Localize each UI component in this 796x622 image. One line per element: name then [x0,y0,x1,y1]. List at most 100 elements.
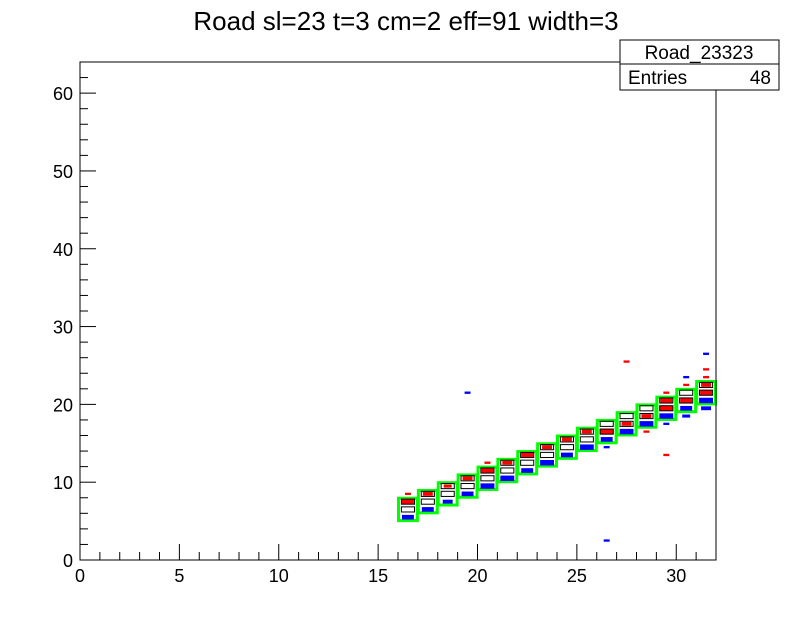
red-hit-bin [660,398,673,403]
red-hit-bin [422,491,433,496]
red-hit-bin [680,398,693,403]
blue-hit-bin [659,413,674,419]
red-hit-bin [484,461,491,464]
red-hit-bin [502,460,513,465]
x-tick-label: 30 [666,566,686,586]
red-hit-bin [462,476,473,481]
red-hit-bin [643,430,650,433]
box-outline-bin [480,467,495,474]
box-outline-bin [400,506,415,513]
blue-hit-bin [464,391,471,394]
blue-hit-bin [461,491,474,497]
red-hit-bin [641,414,652,418]
red-hit-bin [703,368,710,371]
chart-title: Road sl=23 t=3 cm=2 eff=91 width=3 [193,6,618,36]
red-hit-bin [599,428,614,435]
blue-hit-bin [703,352,710,355]
box-outline-bin [559,436,574,443]
box-outline-bin [500,459,515,466]
box-outline-bin [679,397,694,404]
blue-hit-bin [579,444,594,450]
blue-hit-bin [619,428,634,435]
y-tick-label: 60 [53,84,73,104]
x-tick-label: 0 [75,566,85,586]
box-outline-bin [460,475,475,482]
stats-histogram-name: Road_23323 [645,43,754,64]
x-tick-label: 15 [368,566,388,586]
box-outline-bin [679,389,694,396]
blue-hit-bin [701,406,712,411]
red-hit-bin [700,390,713,396]
red-hit-bin [443,484,452,488]
blue-hit-bin [603,539,610,542]
box-outline-bin [440,490,455,497]
stats-box-frame [619,39,780,91]
blue-hit-bin [540,460,555,466]
blue-hit-bin [663,422,670,425]
red-hit-bin [581,429,592,434]
blue-hit-bin [639,421,654,427]
y-tick-label: 0 [63,551,73,571]
blue-hit-bin [603,446,610,449]
box-outline-bin [699,381,714,388]
box-outline-bin [699,389,714,396]
box-outline-bin [599,420,614,427]
y-tick-label: 50 [53,162,73,182]
bins-layer [397,352,717,542]
blue-hit-bin [401,514,414,520]
x-tick-label: 5 [174,566,184,586]
y-tick-label: 10 [53,473,73,493]
red-hit-bin [521,452,534,458]
red-hit-bin [663,453,670,457]
blue-hit-bin [680,405,693,411]
axes-layer: 0 5 10 15 20 25 30 0 10 20 30 40 50 60 [53,61,717,586]
box-outline-bin [540,451,555,459]
red-hit-bin [623,360,630,363]
box-outline-bin [579,436,594,443]
blue-hit-bin [442,499,453,504]
box-outline-bin [619,420,634,427]
box-outline-bin [460,483,475,490]
blue-hit-bin [683,375,690,379]
box-outline-bin [659,405,674,412]
blue-hit-bin [480,483,495,489]
blue-hit-bin [560,452,573,458]
stats-box: Road_23323 Entries 48 [619,39,780,91]
y-tick-label: 30 [53,318,73,338]
box-outline-bin [639,405,654,412]
box-outline-bin [520,451,535,459]
blue-hit-bin [699,397,714,404]
blue-hit-bin [600,437,613,442]
red-hit-bin [659,405,674,411]
blue-hit-bin [521,468,534,473]
blue-hit-bin [682,414,691,418]
box-outline-bin [440,483,455,490]
blue-hit-bin [421,507,434,512]
box-outline-bin [420,490,435,497]
x-tick-label: 10 [269,566,289,586]
box-outline-bin [500,467,515,474]
y-tick-label: 40 [53,240,73,260]
red-hit-bin [621,421,632,426]
box-outline-bin [619,412,634,420]
box-outline-bin [480,475,495,482]
red-hit-bin [701,382,712,387]
box-outline-bin [420,498,435,505]
red-hit-bin [481,468,494,473]
red-hit-bin [561,437,572,442]
box-outline-bin [639,412,654,420]
red-hit-bin [542,445,553,450]
box-outline-bin [579,428,594,435]
red-hit-bin [401,499,414,504]
box-outline-bin [599,428,614,435]
x-tick-label: 25 [567,566,587,586]
box-outline-bin [400,498,415,505]
red-hit-bin [683,383,690,387]
red-hit-bin [404,492,411,496]
box-outline-bin [659,397,674,404]
box-outline-bin [540,444,555,451]
red-hit-bin [703,375,710,379]
red-hit-bin [663,391,670,394]
